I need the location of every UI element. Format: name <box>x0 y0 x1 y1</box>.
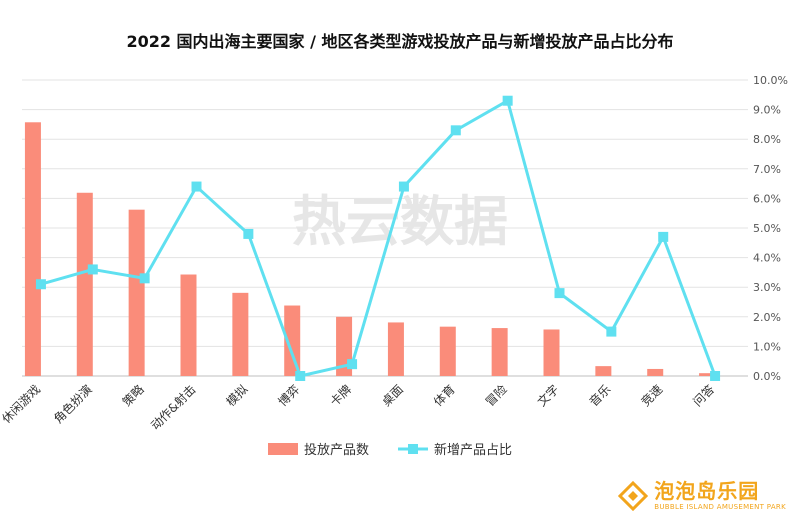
x-tick-label: 策略 <box>119 382 147 410</box>
y-right-tick-label: 7.0% <box>753 163 781 176</box>
bar <box>491 328 508 376</box>
x-tick-label: 桌面 <box>379 382 406 409</box>
line-series <box>35 95 721 381</box>
y-right-tick-label: 3.0% <box>753 281 781 294</box>
legend-marker <box>408 444 418 454</box>
y-right-tick-label: 1.0% <box>753 340 781 353</box>
logo-icon <box>618 481 649 511</box>
line-marker <box>554 288 565 299</box>
y-right-tick-label: 5.0% <box>753 222 781 235</box>
x-tick-label: 问答 <box>690 382 718 410</box>
x-tick-label: 卡牌 <box>327 382 354 409</box>
line-marker <box>35 279 46 290</box>
legend-label-bar: 投放产品数 <box>304 442 369 458</box>
line-marker <box>139 273 150 284</box>
x-tick-label: 冒险 <box>482 382 510 410</box>
line-path <box>40 99 717 378</box>
bar <box>387 322 404 376</box>
y-right-tick-label: 2.0% <box>753 311 781 324</box>
y-right-tick-label: 6.0% <box>753 192 781 205</box>
logo-name: 泡泡岛乐园 <box>654 479 760 503</box>
line-marker <box>347 359 358 370</box>
y-right-tick-label: 0.0% <box>753 370 781 383</box>
x-tick-label: 角色扮演 <box>50 382 95 427</box>
grid-lines <box>22 79 748 377</box>
legend: 投放产品数 新增产品占比 <box>268 442 512 458</box>
bar <box>284 305 301 376</box>
x-tick-label: 竞速 <box>638 382 665 409</box>
line-marker <box>398 181 409 192</box>
x-tick-label: 模拟 <box>224 382 251 409</box>
bar <box>595 366 612 376</box>
legend-label-line: 新增产品占比 <box>434 442 512 458</box>
bar <box>647 368 664 376</box>
line-marker <box>243 228 254 239</box>
line-marker <box>658 231 669 242</box>
chart-title: 2022 国内出海主要国家 / 地区各类型游戏投放产品与新增投放产品占比分布 <box>126 32 674 51</box>
bar <box>543 329 560 376</box>
y-right-tick-label: 8.0% <box>753 133 781 146</box>
x-tick-label: 音乐 <box>586 382 614 410</box>
bar <box>439 326 456 376</box>
legend-swatch-bar <box>268 443 298 455</box>
x-tick-label: 体育 <box>430 382 458 410</box>
line-marker <box>191 181 202 192</box>
bar <box>24 122 41 377</box>
line-marker <box>295 371 306 381</box>
y-right-tick-label: 10.0% <box>753 74 788 87</box>
logo-subtitle: BUBBLE ISLAND AMUSEMENT PARK <box>654 503 786 511</box>
x-tick-label: 动作&射击 <box>147 382 198 433</box>
y-right-tick-label: 4.0% <box>753 252 781 265</box>
bar <box>699 373 716 376</box>
bar-series <box>24 122 716 377</box>
bar <box>180 274 197 376</box>
x-tick-label: 博弈 <box>275 382 303 410</box>
line-marker <box>450 125 461 136</box>
line-marker <box>87 264 98 275</box>
logo: 泡泡岛乐园 BUBBLE ISLAND AMUSEMENT PARK <box>618 480 786 512</box>
line-marker <box>606 326 617 337</box>
bar <box>232 292 249 376</box>
line-marker <box>502 95 513 106</box>
x-tick-label: 休闲游戏 <box>0 382 43 426</box>
bar <box>128 209 145 376</box>
bar <box>76 192 93 376</box>
y-right-tick-label: 9.0% <box>753 104 781 117</box>
line-marker <box>710 371 721 381</box>
x-tick-label: 文字 <box>534 382 562 410</box>
